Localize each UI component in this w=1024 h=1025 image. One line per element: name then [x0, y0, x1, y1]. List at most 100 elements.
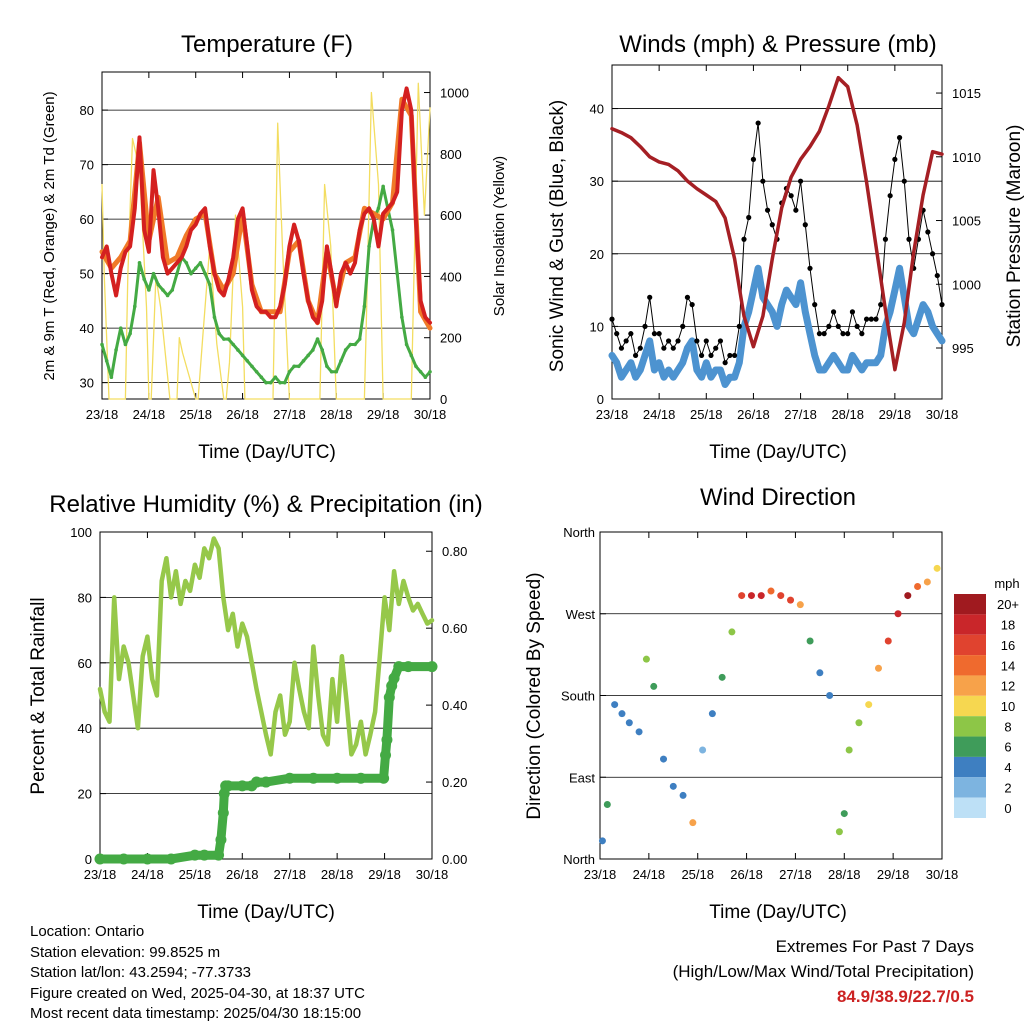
precip-series-point — [141, 853, 153, 865]
direction-point — [894, 610, 902, 618]
latlon-text: Station lat/lon: 43.2594; -77.3733 — [30, 964, 252, 981]
direction-point — [787, 596, 795, 604]
gust-series-point — [609, 316, 615, 322]
direction-point — [598, 837, 606, 845]
direction-point — [689, 819, 697, 827]
dewpoint-series-point — [123, 342, 128, 347]
x-tick-label: 28/18 — [321, 867, 354, 882]
extremes-subtitle: (High/Low/Max Wind/Total Precipitation) — [672, 962, 974, 981]
x-tick-label: 26/18 — [737, 407, 770, 422]
dewpoint-series-point — [207, 282, 212, 287]
gust-series-point — [618, 345, 625, 351]
gust-series-point — [661, 345, 667, 351]
direction-point — [884, 637, 892, 645]
dewpoint-series-point — [133, 304, 137, 309]
direction-point — [914, 583, 922, 590]
x-tick-label: 28/18 — [828, 867, 861, 882]
dewpoint-series-point — [156, 282, 161, 287]
x-tick-label: 26/18 — [226, 407, 259, 422]
direction-point — [923, 578, 931, 586]
extremes-block: Extremes For Past 7 Days (High/Low/Max W… — [673, 934, 974, 1009]
dewpoint-series-point — [259, 375, 264, 380]
direction-point — [840, 810, 848, 818]
gust-series-point — [746, 214, 752, 221]
dewpoint-series-point — [184, 260, 189, 265]
legend-swatch — [954, 634, 986, 656]
gust-series-point — [694, 338, 700, 344]
direction-point — [718, 673, 726, 681]
plot-frame — [99, 531, 433, 860]
dewpoint-series-point — [104, 359, 109, 363]
dewpoint-series-point — [217, 331, 221, 336]
y2-axis-label: Station Pressure (Maroon) — [1004, 125, 1024, 348]
y-tick-label: 40 — [78, 721, 92, 736]
precip-series-point — [402, 661, 414, 673]
direction-point — [699, 746, 707, 754]
legend-label: 4 — [1004, 760, 1011, 775]
y-tick-label: 80 — [78, 590, 92, 605]
precip-series-point — [388, 672, 400, 684]
precip-series-point — [381, 734, 393, 746]
legend-label: 12 — [1001, 679, 1015, 694]
y2-tick-label: 600 — [440, 208, 462, 223]
precip-series-point — [251, 776, 263, 788]
x-tick-label: 25/18 — [179, 407, 212, 422]
y-tick-label: 70 — [80, 158, 94, 173]
direction-point — [650, 682, 658, 690]
x-tick-label: 30/18 — [926, 867, 959, 882]
gust-series-point — [816, 331, 823, 337]
y2-tick-label: 0.20 — [442, 775, 467, 790]
precip-series-point — [213, 849, 225, 861]
legend-title: mph — [994, 576, 1019, 591]
dewpoint-series-point — [240, 353, 245, 358]
y-axis-label: Direction (Colored By Speed) — [524, 572, 545, 819]
y2-tick-label: 400 — [440, 269, 462, 284]
dewpoint-series-point — [170, 288, 175, 292]
precip-series-point — [165, 853, 177, 865]
gust-series-point — [750, 156, 757, 162]
chart-title: Temperature (F) — [181, 31, 353, 58]
dewpoint-series-point — [212, 315, 217, 320]
dewpoint-series-point — [418, 369, 423, 374]
legend-label: 18 — [1001, 618, 1015, 633]
y-tick-label: East — [569, 770, 595, 785]
dewpoint-series-point — [161, 288, 165, 292]
y-axis-label: Percent & Total Rainfall — [28, 597, 49, 794]
legend-swatch — [954, 716, 986, 737]
x-tick-label: 26/18 — [730, 867, 763, 882]
direction-point — [611, 701, 619, 709]
x-tick-label: 24/18 — [133, 407, 166, 422]
x-tick-label: 26/18 — [226, 867, 259, 882]
dewpoint-series-point — [189, 271, 193, 276]
precip-series-point — [94, 853, 106, 865]
x-tick-label: 27/18 — [273, 867, 306, 882]
dewpoint-series-point — [245, 359, 250, 363]
dewpoint-series-point — [282, 380, 287, 385]
x-axis-label: Time (Day/UTC) — [709, 442, 847, 463]
y2-tick-label: 1015 — [952, 86, 981, 101]
gust-series-point — [882, 236, 889, 242]
direction-point — [816, 669, 824, 677]
gust-series-point — [698, 352, 705, 359]
x-tick-label: 27/18 — [784, 407, 817, 422]
dewpoint-series-point — [297, 364, 301, 369]
gust-series-point — [821, 331, 827, 337]
dewpoint-series-point — [128, 331, 132, 336]
dewpoint-series-point — [193, 266, 198, 271]
plot-frame — [611, 64, 943, 400]
gust-series-point — [873, 316, 879, 322]
legend-swatch — [954, 736, 986, 757]
legend-swatch — [954, 756, 986, 778]
y-tick-label: 80 — [80, 103, 94, 118]
dewpoint-series-point — [395, 271, 400, 276]
dewpoint-series-point — [236, 348, 240, 352]
legend-label: 2 — [1004, 780, 1011, 795]
direction-point — [625, 719, 633, 727]
y-tick-label: 60 — [78, 656, 92, 671]
x-tick-label: 23/18 — [584, 867, 617, 882]
dewpoint-series-point — [306, 353, 310, 358]
gust-series-point — [722, 360, 728, 366]
gust-series-point — [830, 309, 837, 315]
direction-point — [874, 664, 882, 672]
